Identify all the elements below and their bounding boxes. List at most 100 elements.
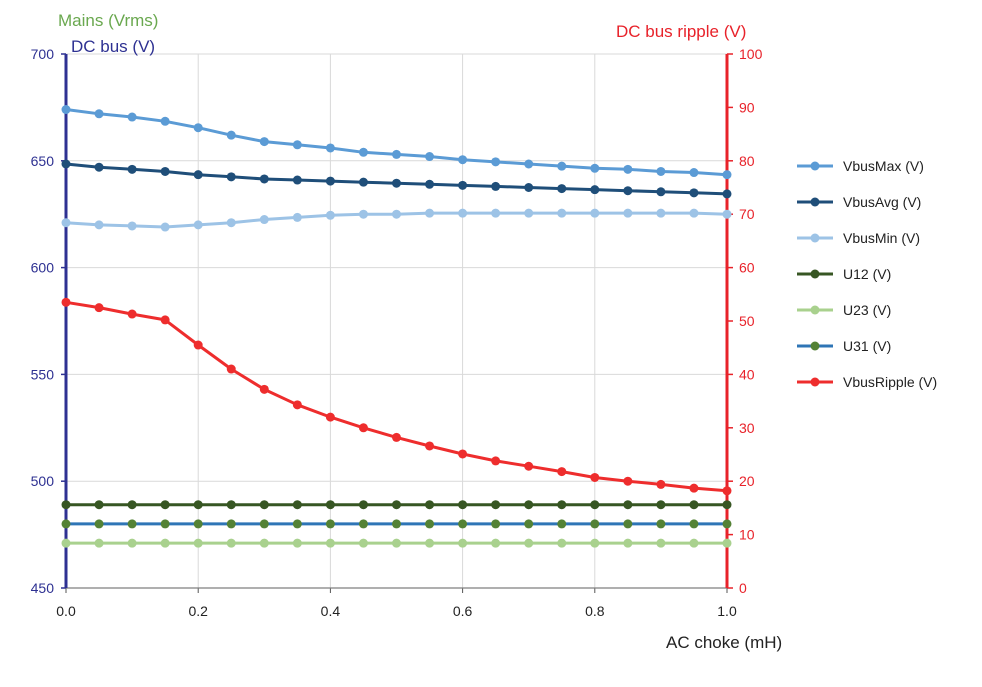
data-point	[425, 538, 435, 548]
legend-swatch-marker	[810, 269, 820, 279]
data-point	[458, 180, 468, 190]
data-point	[193, 538, 203, 548]
right-tick-label: 0	[739, 580, 747, 596]
legend-label: VbusAvg (V)	[843, 194, 921, 210]
data-point	[689, 208, 699, 218]
gridlines	[66, 53, 727, 588]
data-point	[259, 215, 269, 225]
legend-label: VbusRipple (V)	[843, 374, 937, 390]
data-point	[524, 538, 534, 548]
data-point	[425, 500, 435, 510]
right-axis-title: DC bus ripple (V)	[616, 22, 746, 41]
legend-swatch-marker	[810, 161, 820, 171]
data-point	[193, 340, 203, 350]
data-point	[590, 472, 600, 482]
data-point	[623, 208, 633, 218]
data-point	[392, 519, 401, 529]
data-point	[325, 538, 335, 548]
data-point	[590, 500, 600, 510]
data-point	[425, 441, 435, 451]
data-point	[656, 479, 666, 489]
data-point	[259, 137, 269, 147]
data-point	[392, 432, 401, 442]
data-point	[94, 303, 104, 313]
mains-axis-title: Mains (Vrms)	[58, 11, 158, 30]
data-point	[590, 519, 600, 529]
data-point	[722, 519, 732, 529]
data-point	[425, 179, 435, 189]
data-point	[722, 486, 732, 496]
data-point	[623, 186, 633, 196]
data-point	[623, 476, 633, 486]
data-point	[193, 123, 203, 133]
data-point	[689, 168, 699, 178]
data-point	[722, 170, 732, 180]
data-point	[656, 538, 666, 548]
legend: VbusMax (V) VbusAvg (V) VbusMin (V) U12 (V)…	[797, 158, 937, 390]
data-point	[656, 166, 666, 176]
data-point	[193, 519, 203, 529]
data-point	[325, 143, 335, 153]
data-point	[623, 164, 633, 174]
x-tick-label: 0.2	[188, 603, 208, 619]
right-tick-label: 100	[739, 46, 763, 62]
data-point	[458, 538, 468, 548]
data-point	[358, 177, 368, 187]
data-point	[656, 208, 666, 218]
data-point	[226, 130, 236, 140]
data-point	[94, 538, 104, 548]
data-point	[193, 170, 203, 180]
data-point	[127, 164, 137, 174]
data-point	[61, 500, 71, 510]
data-point	[491, 519, 501, 529]
x-tick-label: 0.8	[585, 603, 605, 619]
legend-swatch-marker	[810, 233, 820, 243]
data-point	[292, 175, 302, 185]
data-point	[392, 538, 401, 548]
data-point	[292, 538, 302, 548]
data-point	[524, 183, 534, 192]
left-tick-label: 450	[31, 580, 55, 596]
left-tick-label: 600	[31, 260, 55, 276]
legend-swatch-marker	[810, 377, 820, 387]
data-point	[193, 220, 203, 230]
data-point	[557, 184, 567, 194]
data-point	[656, 500, 666, 510]
data-point	[61, 297, 71, 307]
data-point	[292, 519, 302, 529]
data-point	[722, 189, 732, 199]
right-tick-label: 30	[739, 420, 755, 436]
data-point	[259, 174, 269, 184]
series-group	[61, 105, 732, 548]
data-point	[524, 159, 534, 169]
data-point	[61, 105, 71, 115]
data-point	[392, 178, 401, 188]
legend-swatch-marker	[810, 341, 820, 351]
data-point	[590, 163, 600, 173]
data-point	[94, 109, 104, 119]
data-point	[590, 185, 600, 195]
data-point	[524, 461, 534, 471]
data-point	[590, 538, 600, 548]
data-point	[458, 155, 468, 165]
data-point	[656, 519, 666, 529]
data-point	[557, 538, 567, 548]
data-point	[689, 483, 699, 493]
data-point	[127, 500, 137, 510]
data-point	[358, 147, 368, 157]
data-point	[425, 152, 435, 162]
data-point	[656, 187, 666, 197]
data-point	[193, 500, 203, 510]
data-point	[127, 221, 137, 231]
data-point	[722, 209, 732, 219]
right-tick-label: 70	[739, 206, 755, 222]
data-point	[259, 500, 269, 510]
left-tick-label: 500	[31, 473, 55, 489]
left-tick-label: 550	[31, 366, 55, 382]
data-point	[226, 500, 236, 510]
data-point	[689, 519, 699, 529]
data-point	[61, 519, 71, 529]
data-point	[524, 519, 534, 529]
